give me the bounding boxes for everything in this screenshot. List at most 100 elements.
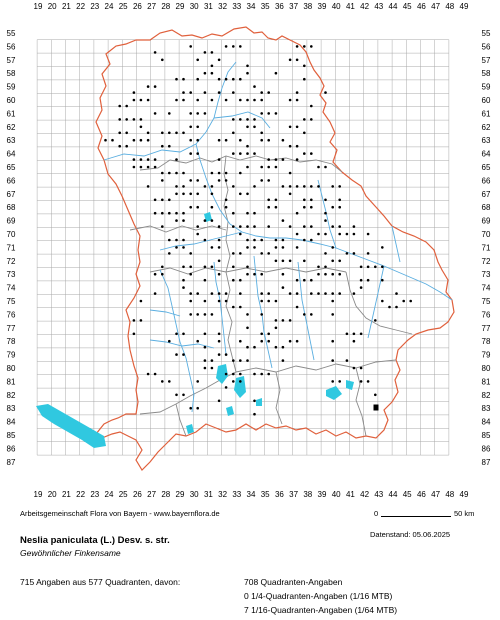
occurrence-dot (182, 286, 185, 289)
occurrence-dot (217, 138, 221, 142)
occurrence-dot (267, 91, 271, 94)
occurrence-dot (253, 211, 256, 215)
occurrence-dot (111, 138, 114, 142)
occurrence-dot (182, 278, 185, 282)
stat-quadrant: 708 Quadranten-Angaben (244, 577, 343, 587)
occurrence-dot (239, 252, 242, 255)
occurrence-dot (288, 98, 292, 102)
y-tick-label: 79 (482, 351, 491, 360)
occurrence-dot (217, 158, 221, 161)
occurrence-dot (331, 339, 335, 343)
y-tick-label: 85 (7, 431, 16, 440)
y-tick-label: 87 (7, 458, 16, 467)
occurrence-dot (153, 211, 157, 215)
occurrence-dot (153, 165, 157, 169)
occurrence-dot (239, 292, 242, 295)
occurrence-dot (260, 299, 264, 303)
occurrence-dot (359, 265, 363, 269)
occurrence-dot (303, 77, 306, 81)
x-tick-label: 39 (318, 2, 327, 11)
occurrence-dot (260, 131, 264, 135)
y-tick-label: 84 (482, 418, 491, 427)
x-tick-label: 37 (289, 2, 298, 11)
occurrence-dot (352, 366, 356, 370)
occurrence-dot (253, 238, 256, 242)
occurrence-dot (310, 238, 313, 242)
occurrence-dot (310, 152, 313, 155)
occurrence-dot (168, 131, 171, 135)
occurrence-dot (196, 192, 199, 196)
y-tick-label: 80 (482, 364, 491, 373)
x-tick-label: 27 (147, 490, 156, 499)
occurrence-dot (253, 399, 256, 403)
occurrence-dot (281, 345, 285, 349)
occurrence-dot (295, 45, 299, 48)
occurrence-dot (267, 372, 271, 376)
occurrence-dot (132, 138, 136, 142)
y-tick-label: 86 (7, 444, 16, 453)
occurrence-dot (196, 125, 199, 129)
x-tick-label: 35 (261, 2, 270, 11)
occurrence-dot (189, 179, 192, 182)
occurrence-dot (182, 171, 185, 175)
occurrence-dot (324, 91, 327, 94)
y-tick-label: 83 (482, 404, 491, 413)
lakes (36, 212, 354, 448)
occurrence-dot (267, 179, 271, 182)
occurrence-dot (246, 118, 249, 121)
occurrence-dot (210, 171, 214, 175)
occurrence-dot (274, 198, 278, 202)
occurrence-dot (253, 225, 256, 228)
occurrence-dot (246, 71, 249, 75)
occurrence-dot (217, 299, 221, 303)
occurrence-dot (232, 305, 235, 309)
occurrence-dot (182, 332, 185, 336)
occurrence-dot (288, 339, 292, 343)
occurrence-dot (331, 185, 335, 188)
occurrence-dot (189, 272, 192, 276)
x-tick-label: 48 (445, 490, 454, 499)
occurrence-dot (118, 118, 121, 121)
occurrence-dot (317, 165, 320, 169)
occurrence-dot (161, 265, 164, 269)
occurrence-dot (281, 185, 285, 188)
occurrence-dot (203, 238, 207, 242)
occurrence-dot (139, 165, 143, 169)
occurrence-dot (338, 292, 342, 295)
y-tick-label: 70 (482, 230, 491, 239)
occurrence-dot (153, 292, 157, 295)
x-tick-label: 47 (431, 490, 440, 499)
occurrence-dot (253, 246, 256, 249)
y-tick-label: 68 (482, 203, 491, 212)
x-labels-top: 19 20 21 22 23 24 25 26 27 28 29 30 31 32 33 34 35 36 37 38… (34, 2, 469, 11)
occurrence-dot (246, 64, 249, 68)
occurrence-dot (232, 225, 235, 228)
occurrence-dot (132, 319, 136, 322)
occurrence-dot (331, 292, 335, 295)
occurrence-dot (132, 158, 136, 161)
occurrence-dot (118, 104, 121, 108)
occurrence-dot (125, 118, 128, 121)
occurrence-dot (196, 152, 199, 155)
occurrence-dot (374, 393, 377, 397)
occurrence-dot (366, 252, 370, 255)
occurrence-dot (175, 158, 178, 161)
occurrence-dot (189, 152, 192, 155)
occurrence-dot (182, 98, 185, 102)
occurrence-dot (189, 112, 192, 115)
occurrence-dot (146, 98, 150, 102)
y-tick-label: 85 (482, 431, 491, 440)
occurrence-dot (281, 359, 285, 362)
occurrence-dot (203, 359, 207, 362)
x-tick-label: 43 (374, 2, 383, 11)
occurrence-dot (104, 138, 107, 142)
occurrence-dot (324, 165, 327, 169)
occurrence-dot (409, 299, 413, 303)
occurrence-dot (217, 259, 221, 263)
occurrence-dot (217, 339, 221, 343)
occurrence-dot (146, 131, 150, 135)
occurrence-dot (295, 58, 299, 62)
occurrence-dot (274, 165, 278, 169)
occurrence-dot (224, 299, 228, 303)
y-tick-label: 79 (7, 351, 16, 360)
